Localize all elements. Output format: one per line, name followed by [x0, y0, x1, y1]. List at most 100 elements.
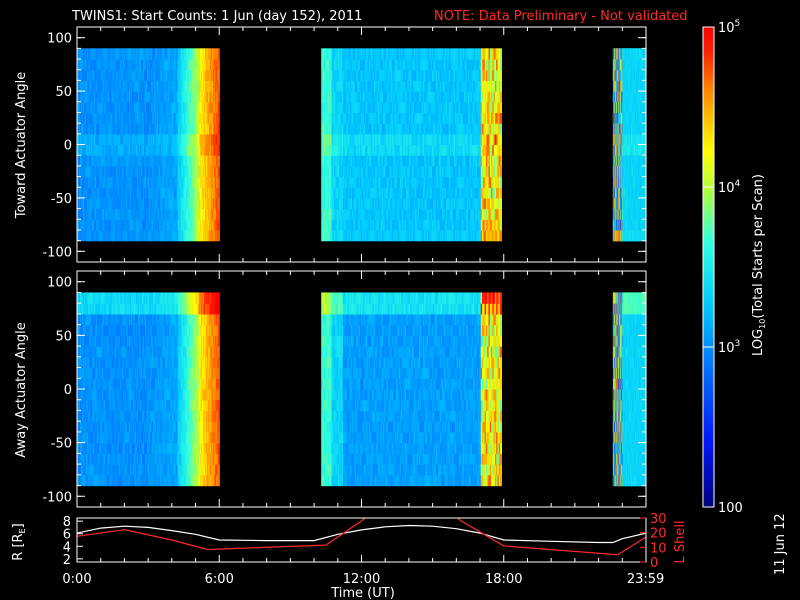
heatmap-cell [366, 69, 369, 82]
heatmap-cell [370, 48, 372, 60]
heatmap-cell [403, 91, 406, 103]
heatmap-cell [473, 165, 475, 178]
heatmap-cell [108, 155, 111, 167]
heatmap-cell [344, 219, 347, 231]
heatmap-cell [435, 208, 438, 220]
heatmap-cell [100, 208, 102, 220]
heatmap-cell [422, 219, 425, 231]
heatmap-cell [171, 133, 174, 146]
heatmap-cell [110, 208, 113, 220]
heatmap-cell [172, 80, 175, 92]
heatmap-cell [480, 59, 483, 71]
heatmap-cell [348, 48, 351, 60]
heatmap-cell [88, 123, 90, 135]
heatmap-cell [130, 69, 133, 82]
heatmap-cell [413, 48, 416, 60]
heatmap-cell [79, 229, 81, 242]
heatmap-cell [410, 123, 412, 135]
heatmap-cell [331, 219, 334, 231]
heatmap-cell [178, 219, 181, 231]
heatmap-cell [92, 48, 94, 60]
heatmap-cell [148, 59, 150, 71]
heatmap-cell [135, 144, 138, 156]
heatmap-cell [88, 229, 90, 242]
heatmap-cell [156, 219, 158, 231]
heatmap-cell [105, 197, 108, 210]
heatmap-cell [96, 80, 98, 92]
heatmap-cell [349, 69, 352, 82]
heatmap-cell [141, 101, 143, 114]
heatmap-cell [79, 187, 81, 199]
heatmap-cell [363, 208, 366, 220]
heatmap-cell [181, 197, 184, 210]
heatmap-cell [426, 80, 429, 92]
heatmap-cell [93, 197, 95, 210]
heatmap-cell [123, 229, 126, 242]
heatmap-cell [440, 80, 443, 92]
heatmap-cell [386, 208, 389, 220]
heatmap-cell [460, 187, 463, 199]
heatmap-cell [426, 219, 429, 231]
heatmap-cell [138, 197, 141, 210]
heatmap-cell [137, 208, 140, 220]
heatmap-cell [399, 80, 402, 92]
heatmap-cell [172, 155, 175, 167]
heatmap-cell [398, 155, 401, 167]
heatmap-cell [425, 165, 428, 178]
heatmap-cell [119, 197, 122, 210]
heatmap-cell [80, 187, 82, 199]
heatmap-cell [343, 219, 345, 231]
heatmap-cell [171, 176, 174, 188]
heatmap-cell [185, 133, 188, 146]
heatmap-cell [482, 197, 484, 210]
heatmap-cell [397, 208, 400, 220]
heatmap-cell [132, 176, 135, 188]
heatmap-cell [77, 197, 79, 210]
heatmap-cell [389, 187, 392, 199]
heatmap-cell [107, 133, 110, 146]
heatmap-cell [456, 91, 459, 103]
heatmap-cell [482, 59, 484, 71]
heatmap-cell [346, 219, 349, 231]
heatmap-cell [359, 123, 362, 135]
heatmap-cell [489, 48, 492, 60]
heatmap-cell [110, 112, 113, 124]
heatmap-cell [144, 112, 146, 124]
heatmap-cell [443, 144, 446, 156]
heatmap-cell [132, 187, 135, 199]
heatmap-cell [435, 176, 438, 188]
heatmap-cell [385, 80, 388, 92]
heatmap-cell [89, 229, 91, 242]
heatmap-cell [182, 144, 185, 156]
heatmap-cell [97, 133, 99, 146]
heatmap-cell [403, 208, 406, 220]
heatmap-cell [160, 165, 162, 178]
heatmap-cell [471, 176, 474, 188]
heatmap-cell [196, 69, 199, 82]
heatmap-cell [373, 187, 376, 199]
heatmap-cell [208, 48, 210, 60]
heatmap-cell [194, 219, 197, 231]
heatmap-cell [148, 219, 150, 231]
heatmap-cell [331, 187, 334, 199]
heatmap-cell [204, 101, 206, 114]
heatmap-cell [196, 176, 199, 188]
heatmap-cell [377, 144, 380, 156]
heatmap-cell [460, 208, 463, 220]
heatmap-cell [115, 112, 118, 124]
heatmap-cell [384, 144, 387, 156]
heatmap-cell [137, 59, 140, 71]
heatmap-cell [200, 133, 203, 146]
heatmap-cell [485, 176, 488, 188]
heatmap-cell [111, 229, 114, 242]
heatmap-cell [480, 69, 483, 82]
heatmap-cell [394, 59, 397, 71]
heatmap-cell [484, 112, 487, 124]
heatmap-cell [166, 229, 169, 242]
heatmap-cell [194, 112, 197, 124]
heatmap-cell [402, 123, 405, 135]
heatmap-cell [195, 112, 198, 124]
heatmap-cell [118, 229, 121, 242]
heatmap-cell [88, 208, 90, 220]
heatmap-cell [102, 112, 105, 124]
